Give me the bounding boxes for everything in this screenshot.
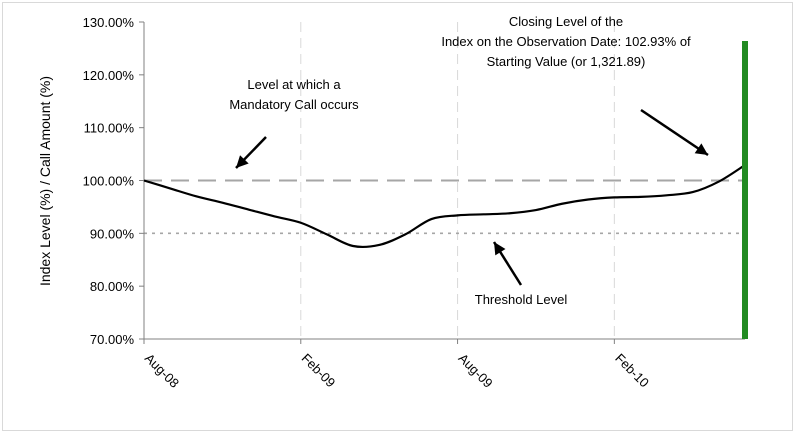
index-level-line bbox=[143, 164, 746, 249]
observation-date-bar bbox=[742, 41, 748, 339]
y-tick-label: 100.00% bbox=[83, 174, 135, 189]
axes: 130.00% 120.00% 110.00% 100.00% 90.00% 80.00%… bbox=[83, 15, 745, 391]
annotation-closing-text: Index on the Observation Date: 102.93% o… bbox=[441, 34, 691, 49]
annotation-closing-arrowhead bbox=[694, 143, 708, 155]
x-tick-label: Aug-09 bbox=[455, 351, 495, 391]
grid bbox=[300, 22, 615, 339]
y-tick-label: 80.00% bbox=[90, 279, 135, 294]
x-tick-label: Feb-09 bbox=[299, 351, 339, 391]
x-tick-label: Aug-08 bbox=[142, 351, 182, 391]
reference-lines bbox=[144, 179, 745, 235]
annotation-threshold-arrowhead bbox=[494, 242, 506, 256]
annotation-closing-arrow bbox=[640, 108, 709, 157]
series bbox=[143, 164, 746, 249]
annotations: Level at which a Mandatory Call occurs Thr… bbox=[229, 14, 709, 307]
y-tick-label: 90.00% bbox=[90, 226, 135, 241]
annotation-closing-text: Closing Level of the bbox=[509, 14, 623, 29]
y-tick-label: 120.00% bbox=[83, 68, 135, 83]
y-tick-label: 70.00% bbox=[90, 332, 135, 347]
annotation-mandatory-arrowhead bbox=[236, 155, 249, 168]
annotation-closing-text: Starting Value (or 1,321.89) bbox=[487, 54, 646, 69]
annotation-mandatory-text: Mandatory Call occurs bbox=[229, 97, 359, 112]
y-axis-label: Index Level (%) / Call Amount (%) bbox=[37, 76, 53, 286]
x-tick-label: Feb-10 bbox=[612, 351, 652, 391]
y-tick-label: 110.00% bbox=[84, 121, 135, 136]
annotation-threshold-text: Threshold Level bbox=[475, 292, 568, 307]
observation-bar-layer bbox=[742, 41, 748, 339]
annotation-mandatory-text: Level at which a bbox=[247, 77, 341, 92]
y-tick-label: 130.00% bbox=[83, 15, 135, 30]
